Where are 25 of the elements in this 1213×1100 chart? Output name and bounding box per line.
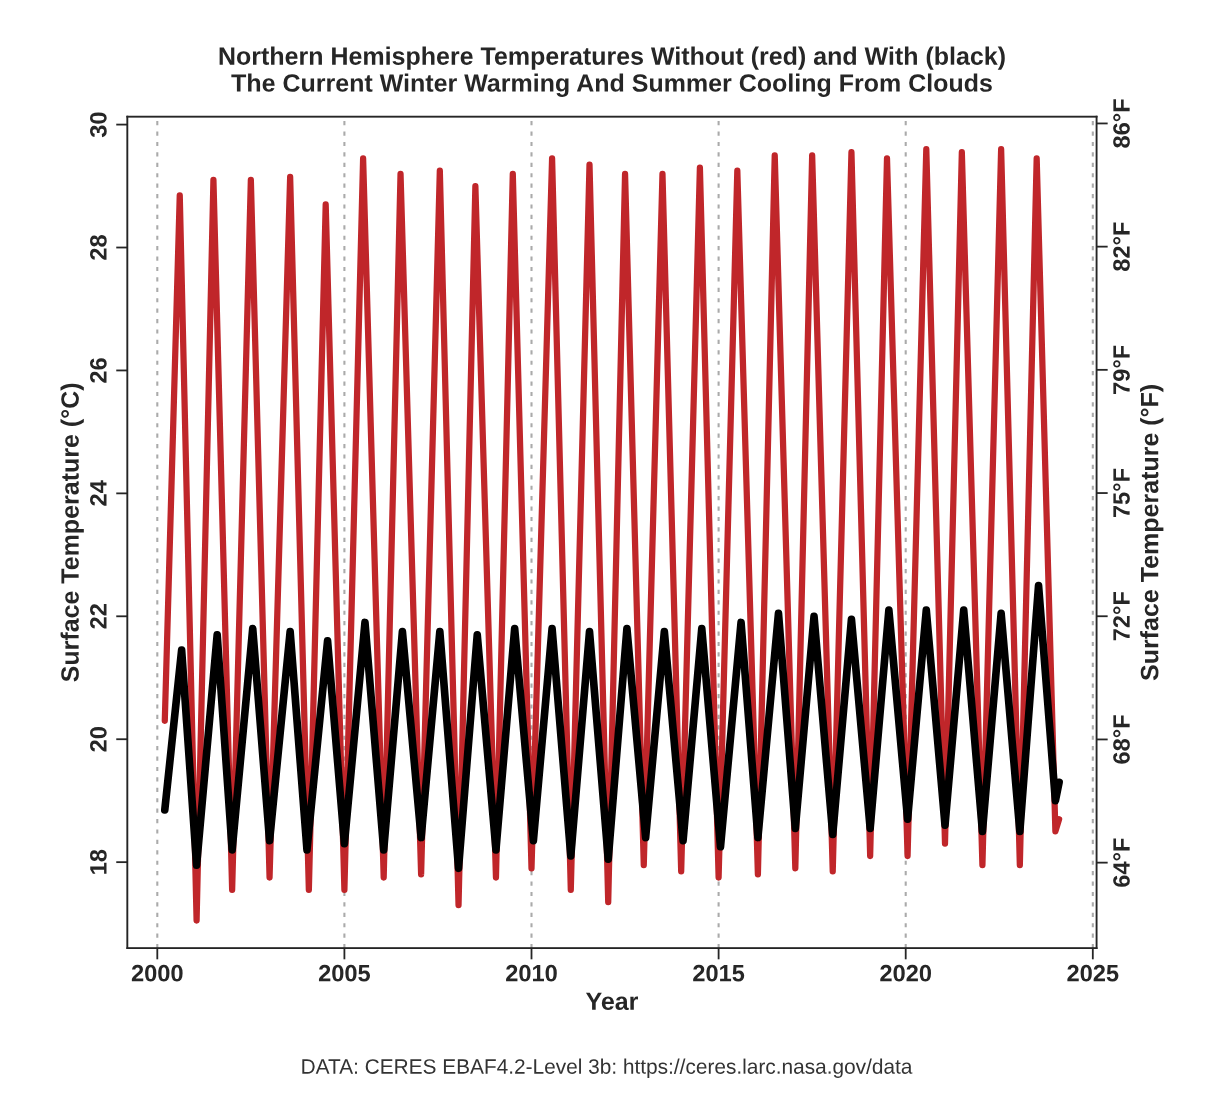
y-axis-title: Surface Temperature (°C) [60,383,84,682]
x-tick-label: 2005 [318,964,371,982]
y2-axis-title: Surface Temperature (°F) [1140,385,1164,681]
y2-tick-label: 79°F [1113,345,1130,394]
x-tick-label: 2025 [1067,964,1119,982]
text: DATA: CERES EBAF4.2-Level 3b: https://ceres.larc.nasa.gov/data [302,1058,913,1078]
y-tick-label: 30 [90,112,107,138]
y2-tick-label: 86°F [1113,99,1130,148]
y-tick-label: 28 [90,235,107,260]
x-tick-label: 2000 [131,964,183,982]
y2-tick-label: 75°F [1113,468,1130,518]
y2-tick-label: 68°F [1113,715,1130,764]
x-axis-title: Year [585,992,638,1011]
x-tick-label: 2010 [506,964,557,982]
y-tick-label: 20 [90,727,107,752]
y-tick-label: 22 [90,604,107,629]
x-tick-label: 2015 [693,964,745,982]
y2-tick-label: 72°F [1113,592,1130,641]
y-tick-label: 18 [90,849,107,874]
y-tick-label: 24 [90,480,107,506]
chart-title: Northern Hemisphere Temperatures Without (red) and With (black) The Current Winter Warming And Summer Cooling From Clouds [219,46,1005,97]
x-tick-label: 2020 [880,964,932,982]
y2-tick-label: 64°F [1113,838,1130,887]
y-tick-label: 26 [90,358,107,383]
y2-tick-label: 82°F [1113,222,1130,271]
